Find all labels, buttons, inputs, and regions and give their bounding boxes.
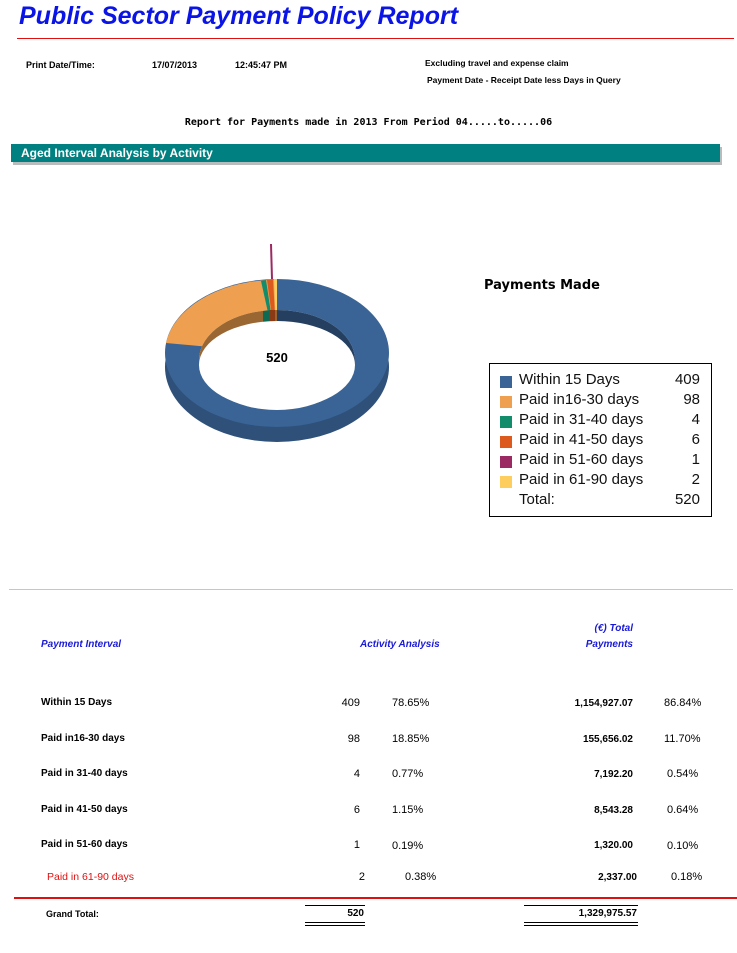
single-underline bbox=[524, 905, 638, 906]
chart-center-total: 520 bbox=[266, 350, 288, 365]
note-excluding: Excluding travel and expense claim bbox=[425, 58, 569, 68]
legend-swatch-icon bbox=[500, 416, 512, 428]
doughnut-chart-graphic: 520 bbox=[165, 243, 389, 442]
double-underline bbox=[524, 922, 638, 923]
chart-title: Payments Made bbox=[484, 278, 600, 293]
double-underline bbox=[305, 922, 365, 923]
legend-item: Paid in 51-60 days 1 bbox=[500, 451, 700, 471]
header-activity-analysis: Activity Analysis bbox=[360, 639, 440, 650]
grand-total-amount: 1,329,975.57 bbox=[578, 908, 637, 919]
legend-item: Within 15 Days 409 bbox=[500, 371, 700, 391]
legend-item: Paid in16-30 days 98 bbox=[500, 391, 700, 411]
grand-total-count: 520 bbox=[347, 908, 364, 919]
section-divider bbox=[9, 589, 733, 590]
report-title: Public Sector Payment Policy Report bbox=[19, 2, 459, 30]
legend-swatch-icon bbox=[500, 396, 512, 408]
legend-swatch-icon bbox=[500, 436, 512, 448]
print-date: 17/07/2013 bbox=[152, 60, 198, 70]
title-divider bbox=[17, 38, 734, 39]
section-title: Aged Interval Analysis by Activity bbox=[21, 146, 213, 160]
header-payment-interval: Payment Interval bbox=[41, 639, 122, 650]
doughnut-chart: 520 bbox=[150, 230, 400, 460]
legend-item: Paid in 61-90 days 2 bbox=[500, 471, 700, 491]
report-period-subtitle: Report for Payments made in 2013 From Pe… bbox=[184, 117, 553, 128]
print-time: 12:45:47 PM bbox=[235, 60, 288, 70]
legend-swatch-icon bbox=[500, 476, 512, 488]
legend-total: Total: 520 bbox=[519, 491, 700, 508]
legend-swatch-icon bbox=[500, 456, 512, 468]
grand-total-label: Grand Total: bbox=[46, 909, 99, 919]
header-total-line2: Payments bbox=[585, 639, 633, 650]
section-header-bar: Aged Interval Analysis by Activity bbox=[11, 144, 720, 162]
legend-item: Paid in 31-40 days 4 bbox=[500, 411, 700, 431]
legend-item: Paid in 41-50 days 6 bbox=[500, 431, 700, 451]
print-label: Print Date/Time: bbox=[26, 60, 95, 70]
chart-legend: Within 15 Days 409 Paid in16-30 days 98 … bbox=[489, 363, 712, 517]
single-underline bbox=[305, 905, 365, 906]
note-payment-date: Payment Date - Receipt Date less Days in… bbox=[427, 75, 621, 85]
header-total-line1: (€) Total bbox=[594, 623, 633, 634]
legend-swatch-icon bbox=[500, 376, 512, 388]
total-divider bbox=[14, 897, 737, 899]
